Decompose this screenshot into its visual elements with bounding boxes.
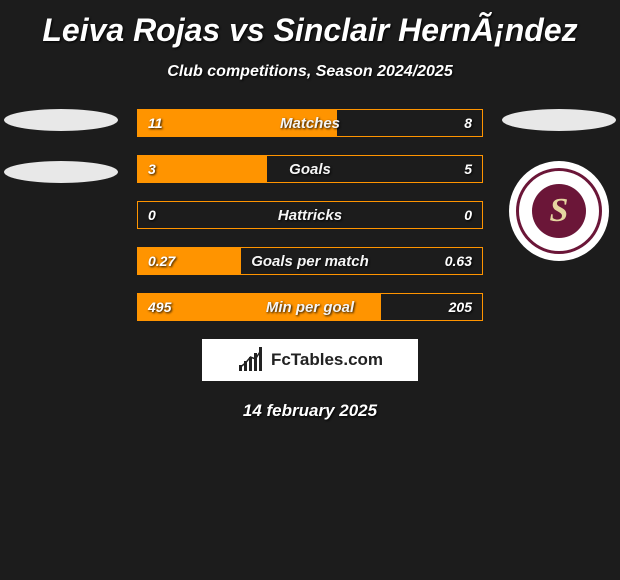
stat-row: 0.27Goals per match0.63 <box>137 247 483 275</box>
subtitle: Club competitions, Season 2024/2025 <box>0 63 620 81</box>
brand-text: FcTables.com <box>271 350 383 370</box>
stat-right-value: 205 <box>449 294 472 320</box>
stats-bars: 11Matches8 3Goals5 0Hattricks0 0.27Goals pe… <box>137 109 483 321</box>
stat-row: 11Matches8 <box>137 109 483 137</box>
stat-right-value: 0.63 <box>445 248 472 274</box>
stat-right-value: 5 <box>464 156 472 182</box>
comparison-panel: S 11Matches8 3Goals5 0Hattricks0 0.27Goals … <box>0 109 620 421</box>
club-badge: S <box>509 161 609 261</box>
stat-label: Goals per match <box>138 248 482 274</box>
stat-row: 3Goals5 <box>137 155 483 183</box>
stat-row: 0Hattricks0 <box>137 201 483 229</box>
player-placeholder-blob <box>4 161 118 183</box>
right-player-col: S <box>502 109 616 261</box>
page-title: Leiva Rojas vs Sinclair HernÃ¡ndez <box>0 0 620 49</box>
stat-row: 495Min per goal205 <box>137 293 483 321</box>
stat-right-value: 0 <box>464 202 472 228</box>
brand-logo: FcTables.com <box>202 339 418 381</box>
stat-label: Min per goal <box>138 294 482 320</box>
stat-label: Matches <box>138 110 482 136</box>
stat-label: Hattricks <box>138 202 482 228</box>
brand-chart-icon <box>237 347 265 373</box>
date-label: 14 february 2025 <box>0 401 620 421</box>
club-badge-ring <box>516 168 602 254</box>
stat-label: Goals <box>138 156 482 182</box>
player-placeholder-blob <box>4 109 118 131</box>
left-player-col <box>4 109 118 213</box>
player-placeholder-blob <box>502 109 616 131</box>
stat-right-value: 8 <box>464 110 472 136</box>
